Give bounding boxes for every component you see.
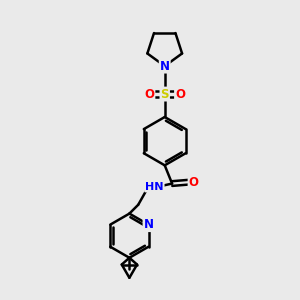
Text: N: N: [160, 60, 170, 73]
Text: O: O: [189, 176, 199, 189]
Text: O: O: [175, 88, 185, 100]
Text: HN: HN: [145, 182, 164, 191]
Text: N: N: [143, 218, 154, 231]
Text: S: S: [160, 88, 169, 100]
Text: O: O: [144, 88, 154, 100]
